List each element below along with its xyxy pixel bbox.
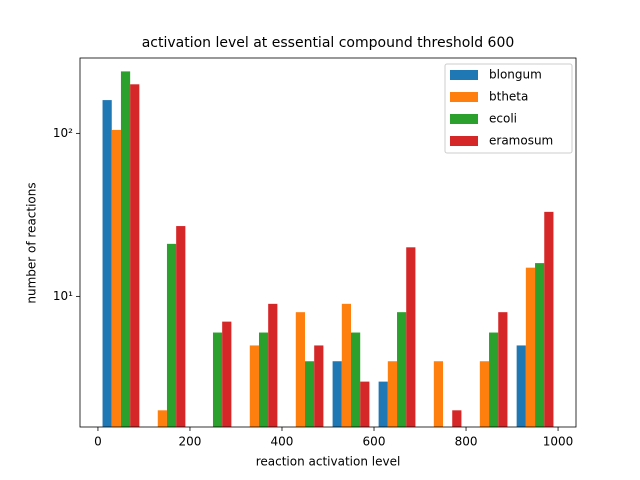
x-tick-label: 0	[94, 435, 102, 449]
bar	[157, 410, 167, 427]
bar	[351, 332, 361, 427]
chart-title: activation level at essential compound t…	[142, 35, 515, 51]
bar	[166, 243, 177, 427]
bar	[535, 263, 545, 427]
bar	[489, 332, 499, 427]
bar	[525, 267, 536, 427]
y-tick-label: 10¹	[53, 289, 73, 303]
bar	[433, 361, 444, 427]
bar	[102, 100, 112, 427]
bar	[222, 321, 232, 427]
bar	[130, 84, 140, 427]
bar	[304, 361, 315, 427]
bar	[378, 381, 388, 427]
legend-swatch	[450, 136, 478, 146]
bar	[479, 361, 490, 427]
bar	[360, 381, 370, 427]
bar	[314, 345, 324, 427]
legend-label: eramosum	[489, 134, 553, 148]
x-axis-label: reaction activation level	[256, 455, 401, 469]
bar	[120, 71, 131, 427]
legend-swatch	[450, 114, 478, 124]
x-tick-label: 600	[363, 435, 386, 449]
x-tick-label: 200	[179, 435, 202, 449]
legend-box	[444, 63, 573, 154]
bar	[295, 312, 305, 427]
bar	[397, 312, 407, 427]
bar	[258, 332, 269, 427]
bar	[452, 410, 462, 427]
legend-label: btheta	[489, 90, 528, 104]
bar	[176, 226, 186, 427]
legend-swatch	[450, 70, 478, 80]
bar	[111, 129, 121, 427]
bar	[332, 361, 342, 427]
y-tick-label: 10²	[53, 126, 73, 140]
bar	[249, 345, 259, 427]
plot-frame	[79, 57, 577, 428]
legend-label: ecoli	[489, 112, 517, 126]
bar	[341, 303, 352, 427]
legend-label: blongum	[489, 68, 542, 82]
x-tick-label: 1000	[543, 435, 574, 449]
bar	[212, 332, 223, 427]
bar	[387, 361, 398, 427]
bar	[406, 247, 416, 427]
x-tick-label: 400	[271, 435, 294, 449]
bar	[498, 312, 508, 427]
bar	[516, 345, 526, 427]
bar	[268, 303, 278, 427]
y-axis-label: number of reactions	[25, 182, 39, 303]
bar	[544, 211, 554, 427]
x-tick-label: 800	[455, 435, 478, 449]
legend-swatch	[450, 92, 478, 102]
